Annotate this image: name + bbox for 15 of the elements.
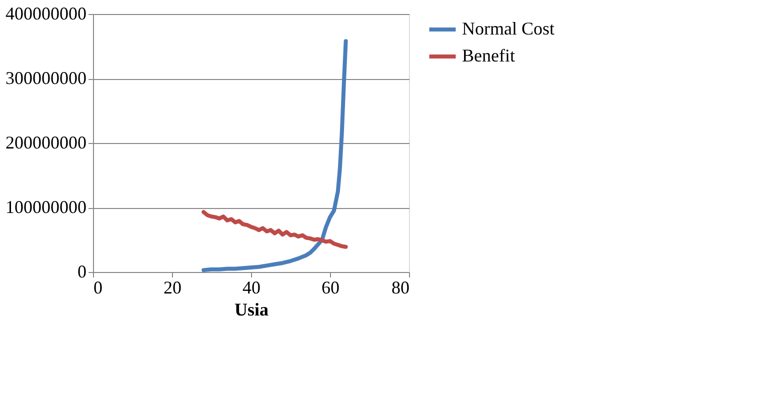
y-tick-label: 100000000 bbox=[6, 197, 86, 217]
legend-label: Normal Cost bbox=[462, 18, 554, 38]
y-tick-label: 0 bbox=[78, 262, 86, 282]
x-tick-label: 80 bbox=[392, 278, 410, 298]
x-axis-title: Usia bbox=[234, 300, 269, 320]
x-tick-label: 0 bbox=[94, 278, 102, 298]
x-tick-label: 40 bbox=[242, 278, 260, 298]
y-tick-label: 200000000 bbox=[6, 132, 86, 152]
y-tick-label: 400000000 bbox=[6, 4, 86, 24]
line-series bbox=[202, 39, 348, 272]
x-tick-label: 20 bbox=[164, 278, 182, 298]
legend-label: Benefit bbox=[462, 46, 515, 66]
line-series bbox=[202, 210, 348, 249]
x-tick-label: 60 bbox=[322, 278, 340, 298]
y-tick-label: 300000000 bbox=[6, 68, 86, 88]
